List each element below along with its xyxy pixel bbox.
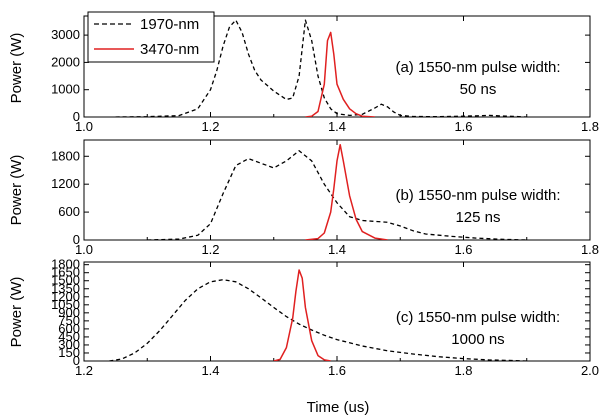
x-tick-label-a-0: 1.0 bbox=[75, 119, 93, 134]
y-tick-label-c-2: 300 bbox=[58, 337, 80, 352]
y-tick-label-a-1: 1000 bbox=[51, 82, 80, 97]
y-tick-label-b-2: 1200 bbox=[51, 176, 80, 191]
series-3470-nm-panel-b bbox=[305, 143, 388, 240]
x-tick-label-c-3: 1.8 bbox=[454, 363, 472, 378]
y-axis-title-b: Power (W) bbox=[8, 155, 25, 226]
annotation-line2-b: 125 ns bbox=[455, 209, 500, 226]
legend-box bbox=[87, 11, 215, 63]
x-tick-label-c-0: 1.2 bbox=[75, 363, 93, 378]
y-tick-label-c-4: 600 bbox=[58, 321, 80, 336]
y-tick-label-c-6: 900 bbox=[58, 305, 80, 320]
legend: 1970-nm 3470-nm bbox=[87, 11, 215, 63]
x-tick-label-a-1: 1.2 bbox=[201, 119, 219, 134]
y-tick-label-b-1: 600 bbox=[58, 204, 80, 219]
series-1970-nm-panel-c bbox=[109, 279, 527, 361]
annotation-line1-b: (b) 1550-nm pulse width: bbox=[395, 187, 560, 204]
y-tick-label-c-8: 1200 bbox=[51, 289, 80, 304]
x-tick-label-b-3: 1.6 bbox=[454, 242, 472, 257]
x-tick-label-c-4: 2.0 bbox=[581, 363, 599, 378]
legend-label-1970: 1970-nm bbox=[140, 16, 199, 33]
y-tick-label-c-10: 1500 bbox=[51, 273, 80, 288]
x-tick-label-a-3: 1.6 bbox=[454, 119, 472, 134]
panel-b: 1.0 1.2 1.4 1.6 1.8 0 600 1200 1800 Power (W) (b) … bbox=[8, 139, 599, 257]
series-3470-nm-panel-c bbox=[273, 269, 331, 361]
x-tick-label-b-2: 1.4 bbox=[328, 242, 346, 257]
y-tick-label-a-3: 3000 bbox=[51, 27, 80, 42]
y-tick-label-c-7: 1050 bbox=[51, 297, 80, 312]
x-tick-label-c-2: 1.6 bbox=[328, 363, 346, 378]
x-tick-label-b-0: 1.0 bbox=[75, 242, 93, 257]
annotation-line2-a: 50 ns bbox=[460, 81, 497, 98]
y-tick-label-c-5: 750 bbox=[58, 313, 80, 328]
y-tick-label-c-9: 1350 bbox=[51, 281, 80, 296]
series-1970-nm-panel-a bbox=[115, 19, 527, 117]
y-tick-label-b-0: 0 bbox=[73, 232, 80, 247]
annotation-line1-a: (a) 1550-nm pulse width: bbox=[395, 59, 560, 76]
x-tick-label-b-4: 1.8 bbox=[581, 242, 599, 257]
series-3470-nm-panel-a bbox=[305, 31, 375, 117]
x-tick-label-c-1: 1.4 bbox=[201, 363, 219, 378]
x-tick-label-a-4: 1.8 bbox=[581, 119, 599, 134]
annotation-line2-c: 1000 ns bbox=[451, 331, 504, 348]
x-tick-label-b-1: 1.2 bbox=[201, 242, 219, 257]
y-axis-title-a: Power (W) bbox=[8, 33, 25, 104]
legend-label-3470: 3470-nm bbox=[140, 41, 199, 58]
y-axis-title-c: Power (W) bbox=[8, 277, 25, 348]
y-tick-label-c-3: 450 bbox=[58, 329, 80, 344]
y-tick-label-a-0: 0 bbox=[73, 109, 80, 124]
x-axis-title: Time (us) bbox=[307, 399, 370, 416]
y-tick-label-b-3: 1800 bbox=[51, 148, 80, 163]
panel-c: 1.2 1.4 1.6 1.8 2.0 0150300450600750900105012… bbox=[8, 257, 599, 378]
annotation-line1-c: (c) 1550-nm pulse width: bbox=[396, 309, 560, 326]
y-tick-label-c-1: 150 bbox=[58, 345, 80, 360]
y-tick-label-c-11: 1650 bbox=[51, 265, 80, 280]
series-1970-nm-panel-b bbox=[147, 150, 527, 240]
x-tick-label-a-2: 1.4 bbox=[328, 119, 346, 134]
y-tick-label-c-12: 1800 bbox=[51, 257, 80, 272]
y-tick-label-c-0: 0 bbox=[73, 353, 80, 368]
y-tick-label-a-2: 2000 bbox=[51, 54, 80, 69]
panel-a: 1.0 1.2 1.4 1.6 1.8 0 1000 2000 3000 Power (W) (a)… bbox=[8, 15, 599, 134]
